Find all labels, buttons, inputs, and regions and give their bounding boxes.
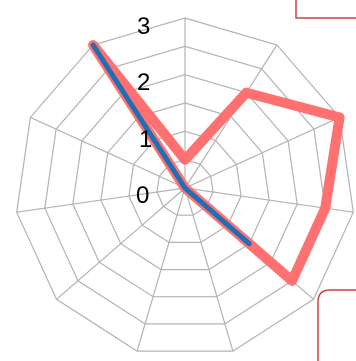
radar-ring (16, 17, 354, 352)
radial-tick-label-1: 1 (139, 126, 152, 153)
legend-box-top (295, 0, 356, 19)
radar-series (88, 40, 345, 286)
legend-box-bottom (317, 289, 356, 361)
radial-tick-label-3: 3 (137, 13, 150, 40)
radar-ring (156, 159, 214, 216)
legend-fragments (295, 0, 356, 361)
radial-tick-label-2: 2 (137, 69, 150, 96)
radial-tick-label-0: 0 (136, 182, 149, 209)
radial-tick-labels: 0 1 2 3 (136, 13, 152, 209)
radar-ring (128, 130, 242, 243)
radar-ring (72, 74, 298, 298)
series-line-1 (90, 42, 252, 247)
radar-ring (100, 102, 270, 271)
radar-ring (44, 45, 326, 325)
